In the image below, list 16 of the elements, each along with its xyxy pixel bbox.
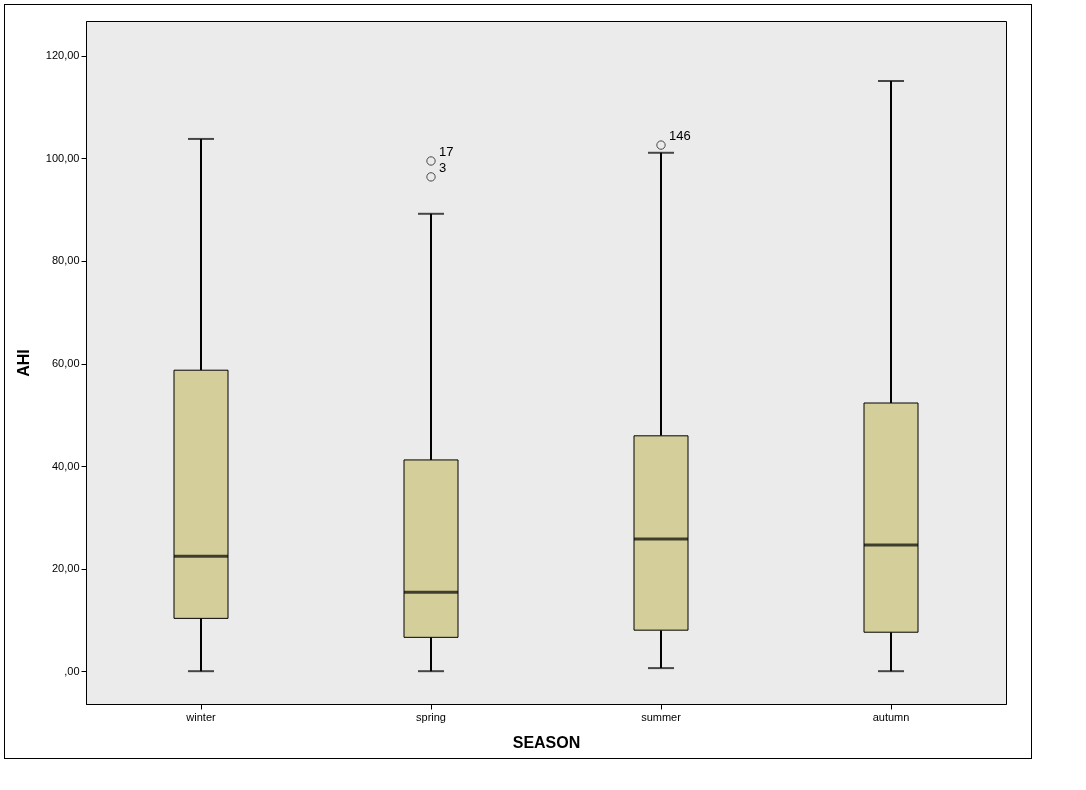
- y-tick-label: 100,00: [45, 151, 80, 164]
- y-axis-title: AHI: [14, 349, 32, 377]
- x-tick-label: autumn: [872, 710, 910, 723]
- y-tick-label: ,00: [64, 664, 80, 677]
- x-tick-label: winter: [185, 710, 217, 723]
- y-tick-label: 60,00: [51, 357, 80, 370]
- x-tick-label: summer: [641, 710, 682, 723]
- y-tick-label: 20,00: [51, 562, 80, 575]
- annotation: 3: [439, 159, 447, 175]
- annotation: 146: [669, 128, 691, 144]
- annotation: 17: [439, 143, 454, 159]
- y-tick-label: 80,00: [51, 254, 80, 267]
- y-tick-label: 120,00: [45, 49, 80, 62]
- y-tick-label: 40,00: [51, 459, 80, 472]
- x-tick-label: spring: [416, 710, 446, 723]
- x-axis-title: SEASON: [512, 733, 581, 751]
